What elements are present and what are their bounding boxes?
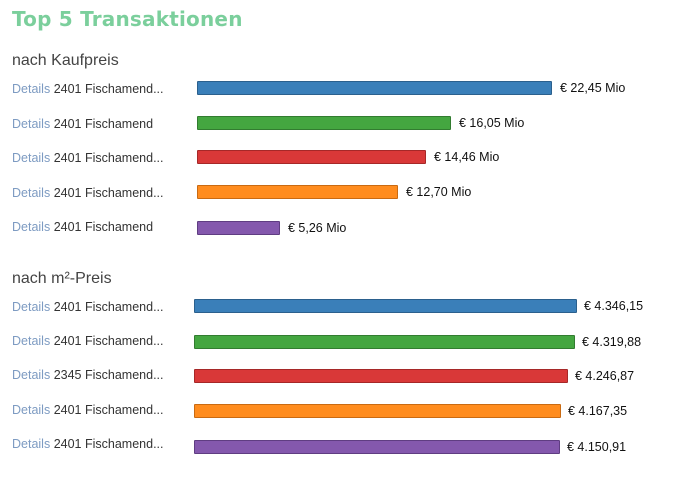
kaufpreis-bar	[197, 116, 451, 130]
category-label: 2401 Fischamend...	[53, 403, 164, 417]
bar-value-label: € 4.167,35	[568, 404, 628, 418]
qm-preis-bar	[194, 299, 577, 313]
row-label: Details 2345 Fischamend...	[12, 366, 164, 384]
row-label: Details 2401 Fischamend...	[12, 332, 164, 350]
qm-preis-row: Details 2345 Fischamend... € 4.246,87	[0, 366, 690, 390]
row-label: Details 2401 Fischamend	[12, 218, 153, 236]
category-label: 2401 Fischamend...	[53, 300, 164, 314]
details-link[interactable]: Details	[12, 151, 51, 165]
qm-preis-row: Details 2401 Fischamend... € 4.346,15	[0, 298, 690, 322]
bar-value-label: € 4.150,91	[567, 440, 627, 454]
details-link[interactable]: Details	[12, 437, 51, 451]
section-title-qm-preis: nach m²-Preis	[12, 270, 112, 287]
kaufpreis-bar	[197, 185, 398, 199]
bar-value-label: € 22,45 Mio	[560, 81, 626, 95]
details-link[interactable]: Details	[12, 368, 51, 382]
bar-value-label: € 4.319,88	[582, 335, 642, 349]
kaufpreis-row: Details 2401 Fischamend... € 22,45 Mio	[0, 80, 690, 104]
qm-preis-bar	[194, 440, 560, 454]
bar-value-label: € 16,05 Mio	[459, 116, 525, 130]
bar-value-label: € 12,70 Mio	[406, 185, 472, 199]
qm-preis-bar	[194, 335, 575, 349]
details-link[interactable]: Details	[12, 117, 51, 131]
bar-value-label: € 5,26 Mio	[288, 221, 347, 235]
row-label: Details 2401 Fischamend...	[12, 184, 164, 202]
section-title-kaufpreis: nach Kaufpreis	[12, 52, 119, 69]
category-label: 2401 Fischamend...	[53, 186, 164, 200]
category-label: 2345 Fischamend...	[53, 368, 164, 382]
row-label: Details 2401 Fischamend...	[12, 298, 164, 316]
category-label: 2401 Fischamend...	[53, 437, 164, 451]
row-label: Details 2401 Fischamend...	[12, 80, 164, 98]
kaufpreis-row: Details 2401 Fischamend... € 12,70 Mio	[0, 184, 690, 208]
kaufpreis-bar	[197, 221, 280, 235]
bar-value-label: € 4.346,15	[584, 299, 644, 313]
details-link[interactable]: Details	[12, 334, 51, 348]
details-link[interactable]: Details	[12, 220, 51, 234]
kaufpreis-bar	[197, 150, 426, 164]
category-label: 2401 Fischamend...	[53, 151, 164, 165]
row-label: Details 2401 Fischamend...	[12, 435, 164, 453]
category-label: 2401 Fischamend	[53, 117, 154, 131]
row-label: Details 2401 Fischamend...	[12, 149, 164, 167]
details-link[interactable]: Details	[12, 186, 51, 200]
category-label: 2401 Fischamend...	[53, 334, 164, 348]
kaufpreis-bar	[197, 81, 552, 95]
kaufpreis-row: Details 2401 Fischamend € 16,05 Mio	[0, 115, 690, 139]
row-label: Details 2401 Fischamend	[12, 115, 153, 133]
row-label: Details 2401 Fischamend...	[12, 401, 164, 419]
details-link[interactable]: Details	[12, 82, 51, 96]
qm-preis-bar	[194, 369, 568, 383]
bar-value-label: € 14,46 Mio	[434, 150, 500, 164]
kaufpreis-row: Details 2401 Fischamend € 5,26 Mio	[0, 218, 690, 242]
kaufpreis-row: Details 2401 Fischamend... € 14,46 Mio	[0, 149, 690, 173]
qm-preis-row: Details 2401 Fischamend... € 4.150,91	[0, 435, 690, 459]
details-link[interactable]: Details	[12, 300, 51, 314]
qm-preis-row: Details 2401 Fischamend... € 4.167,35	[0, 401, 690, 425]
qm-preis-bar	[194, 404, 561, 418]
category-label: 2401 Fischamend...	[53, 82, 164, 96]
qm-preis-row: Details 2401 Fischamend... € 4.319,88	[0, 332, 690, 356]
category-label: 2401 Fischamend	[53, 220, 154, 234]
bar-value-label: € 4.246,87	[575, 369, 635, 383]
details-link[interactable]: Details	[12, 403, 51, 417]
page-title: Top 5 Transaktionen	[12, 7, 243, 31]
